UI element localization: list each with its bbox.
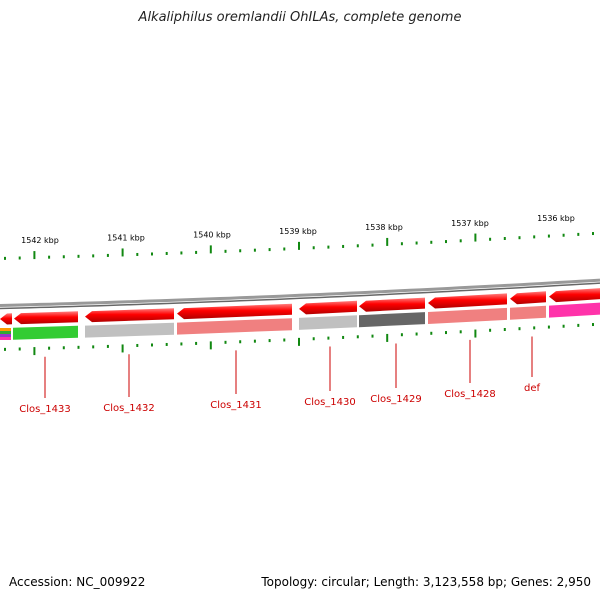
gene-block [299,315,357,330]
gene-label: def [524,383,541,394]
feature-arrow [14,311,78,325]
gene-stub [0,337,11,340]
gene-label: Clos_1428 [444,389,496,400]
gene-block [510,305,546,320]
genome-backbone [0,278,600,310]
gene-block [13,325,78,340]
gene-stub [0,328,11,331]
gene-block [549,302,600,318]
tick-label: 1536 kbp [537,214,575,223]
scale-ticks-top [4,232,594,260]
backbone-outer [0,278,600,307]
gene-block [85,322,174,338]
tick-label: 1540 kbp [193,230,231,239]
genome-title: Alkaliphilus oremlandii OhILAs, complete… [138,10,462,25]
gene-stub [0,331,11,334]
tick-label: 1537 kbp [451,219,489,228]
tick-label: 1542 kbp [21,236,59,245]
gene-label: Clos_1430 [304,397,356,408]
gene-block [428,307,507,324]
feature-arrow [299,300,357,315]
feature-arrow [177,303,292,320]
gene-label: Clos_1429 [370,394,422,405]
gene-block [359,312,425,328]
scale-ticks-bottom [4,323,594,356]
tick-label: 1541 kbp [107,233,145,242]
backbone-inner [0,282,600,310]
tick-label: 1539 kbp [279,227,317,236]
feature-arrows [0,288,600,325]
gene-label: Clos_1433 [19,404,71,415]
gene-stub [0,334,11,337]
gene-blocks [0,302,600,340]
accession-text: Accession: NC_009922 [9,575,146,589]
scale-tick-labels: 1542 kbp 1541 kbp 1540 kbp 1539 kbp 1538 kbp… [21,214,575,245]
tick-label: 1538 kbp [365,223,403,232]
feature-arrow [0,313,12,325]
gene-label: Clos_1432 [103,403,155,414]
genome-stats-text: Topology: circular; Length: 3,123,558 bp… [261,575,591,589]
feature-arrow [85,308,174,323]
feature-arrow [510,291,546,305]
gene-label: Clos_1431 [210,400,262,411]
feature-arrow [428,293,507,309]
gene-labels: Clos_1433 Clos_1432 Clos_1431 Clos_1430 Clos… [19,336,541,415]
feature-arrow [549,288,600,303]
gene-block [177,318,292,335]
feature-arrow [359,297,425,312]
